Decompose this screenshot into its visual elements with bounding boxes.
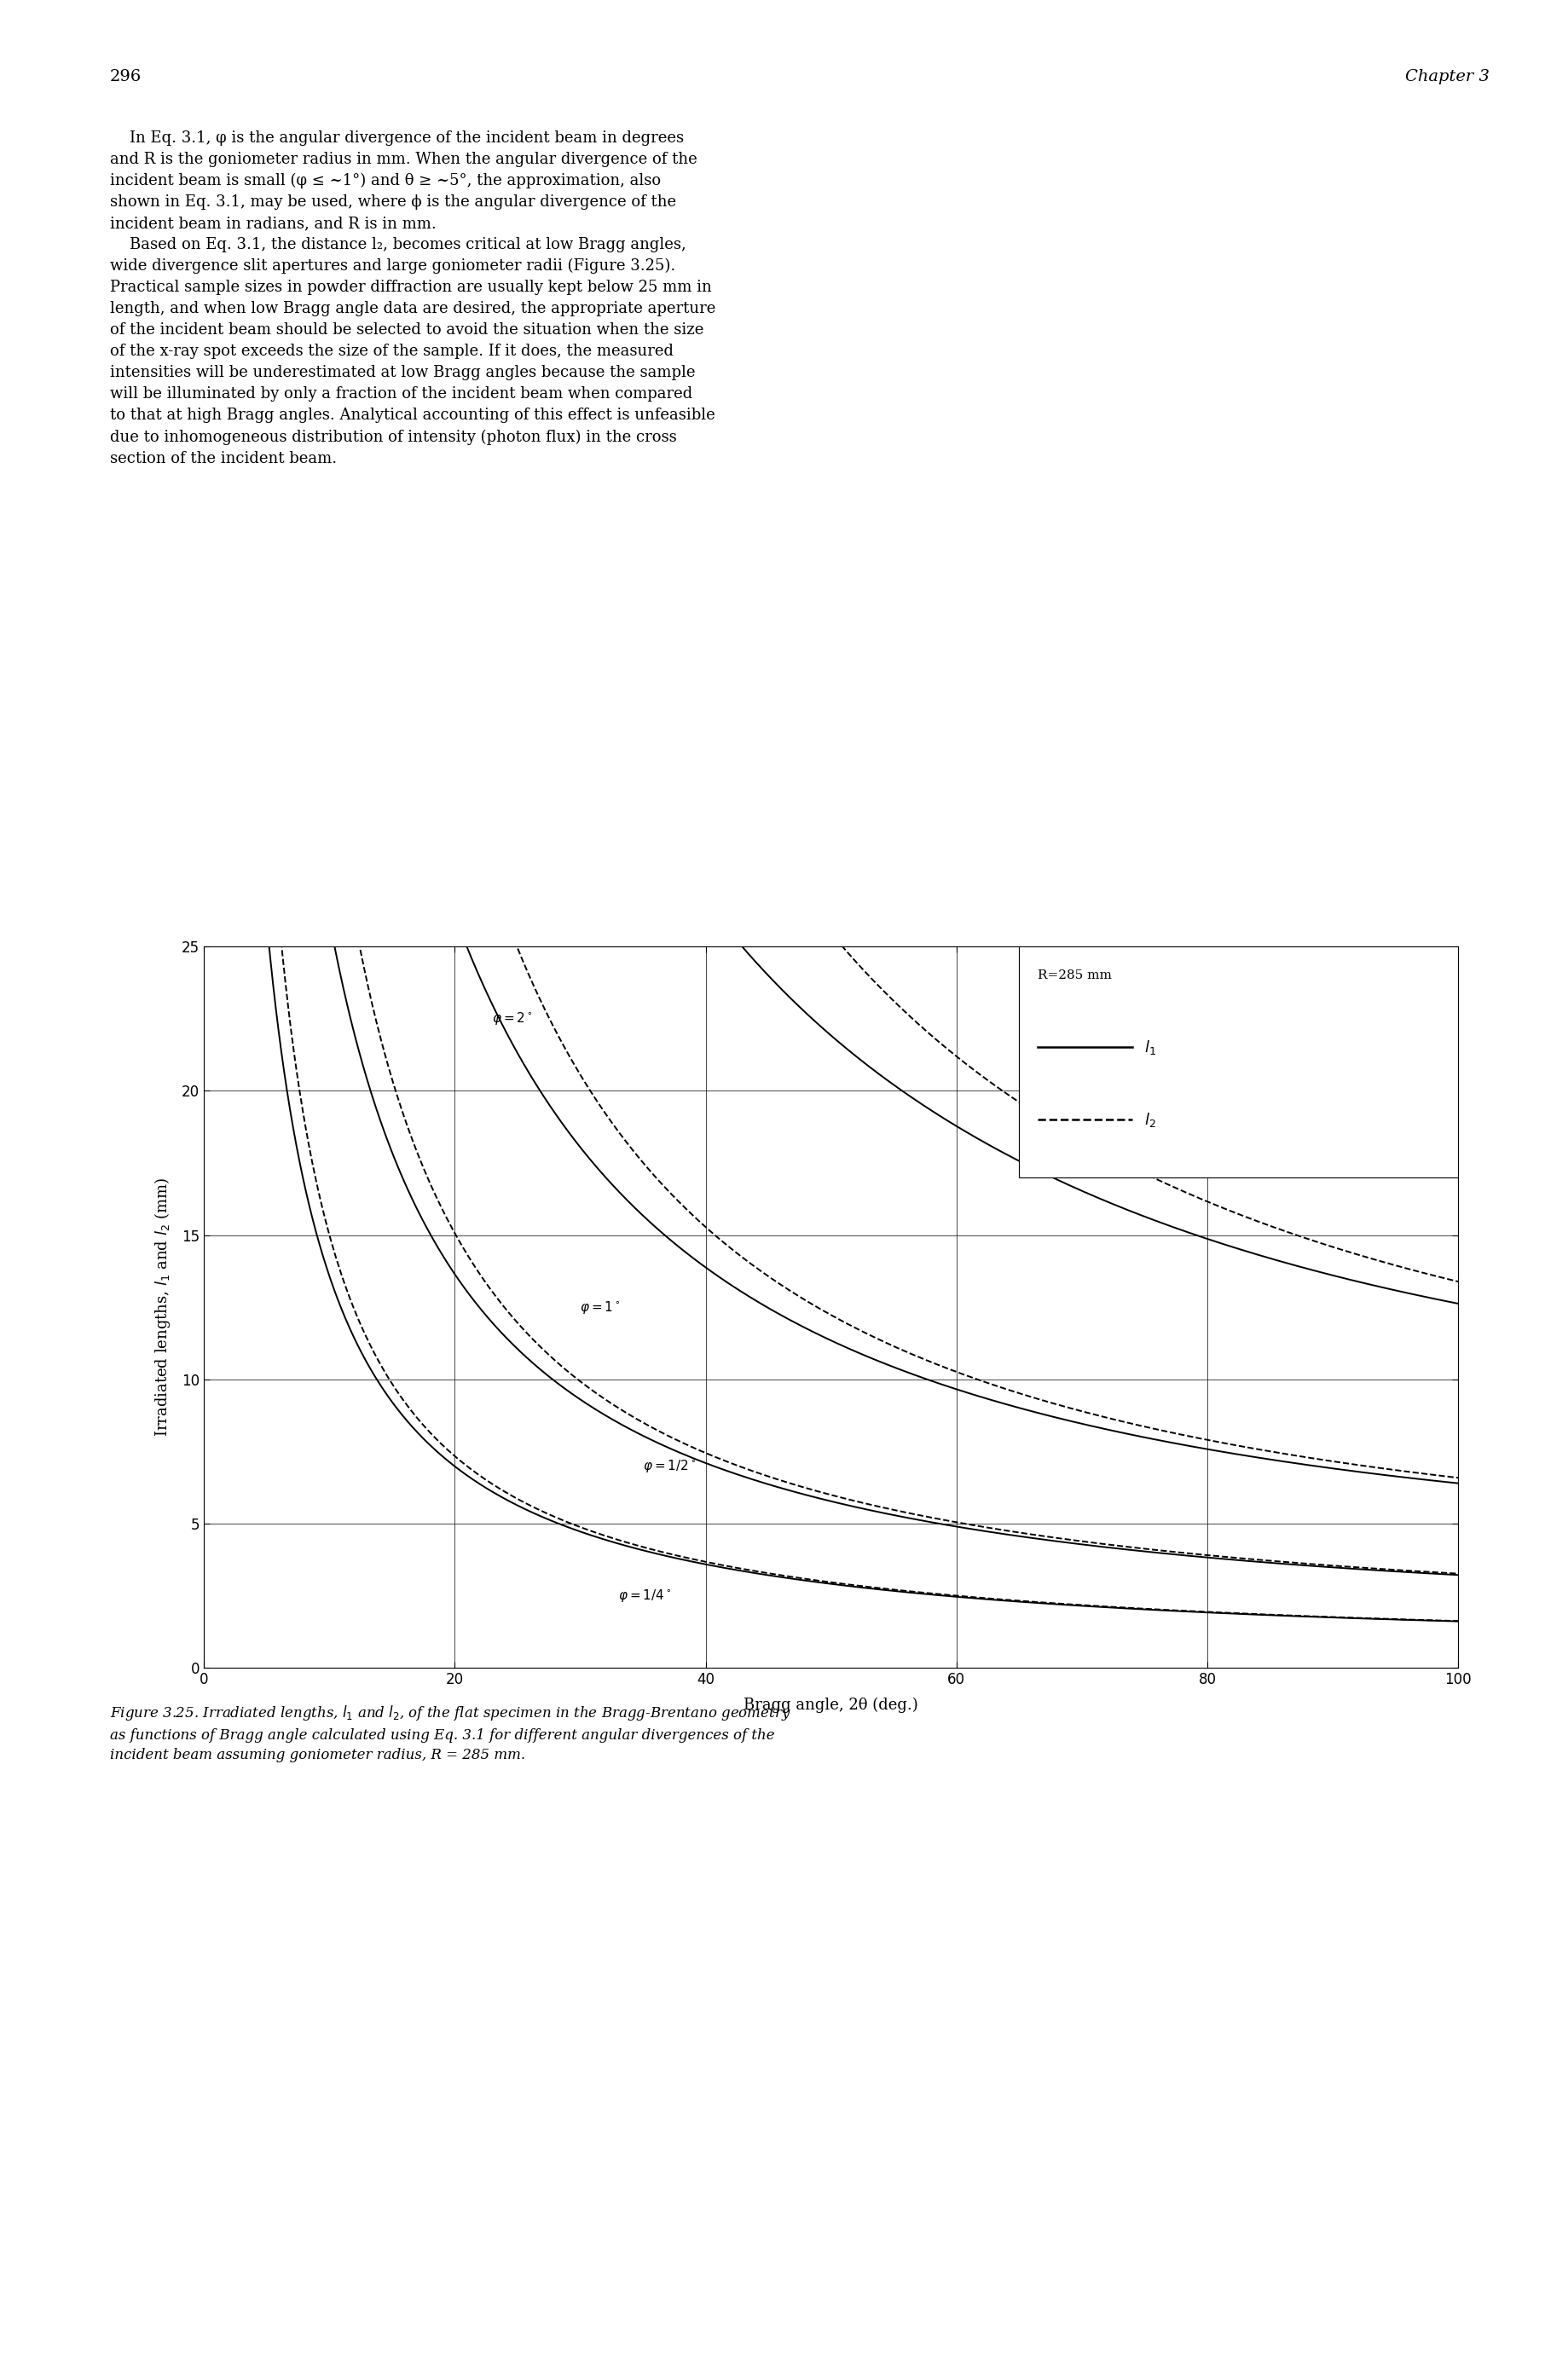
X-axis label: Bragg angle, 2θ (deg.): Bragg angle, 2θ (deg.) — [743, 1696, 919, 1713]
Text: $\varphi = 1/2^\circ$: $\varphi = 1/2^\circ$ — [643, 1457, 696, 1474]
Text: $\varphi = 2^\circ$: $\varphi = 2^\circ$ — [492, 1010, 533, 1027]
Text: R=285 mm: R=285 mm — [1038, 970, 1112, 982]
Text: $\varphi = 1^\circ$: $\varphi = 1^\circ$ — [580, 1299, 621, 1315]
Y-axis label: Irradiated lengths, $l_1$ and $l_2$ (mm): Irradiated lengths, $l_1$ and $l_2$ (mm) — [152, 1178, 172, 1436]
Text: Chapter 3: Chapter 3 — [1405, 69, 1490, 85]
Text: $l_2$: $l_2$ — [1145, 1110, 1156, 1129]
Text: $l_1$: $l_1$ — [1145, 1039, 1157, 1055]
Bar — [1019, 946, 1458, 1178]
Text: $\varphi = 1/4^\circ$: $\varphi = 1/4^\circ$ — [618, 1588, 671, 1604]
Text: Figure 3.25. Irradiated lengths, $l_1$ and $l_2$, of the flat specimen in the Br: Figure 3.25. Irradiated lengths, $l_1$ a… — [110, 1704, 790, 1763]
Text: In Eq. 3.1, φ is the angular divergence of the incident beam in degrees
and R is: In Eq. 3.1, φ is the angular divergence … — [110, 130, 715, 466]
Text: 296: 296 — [110, 69, 141, 85]
